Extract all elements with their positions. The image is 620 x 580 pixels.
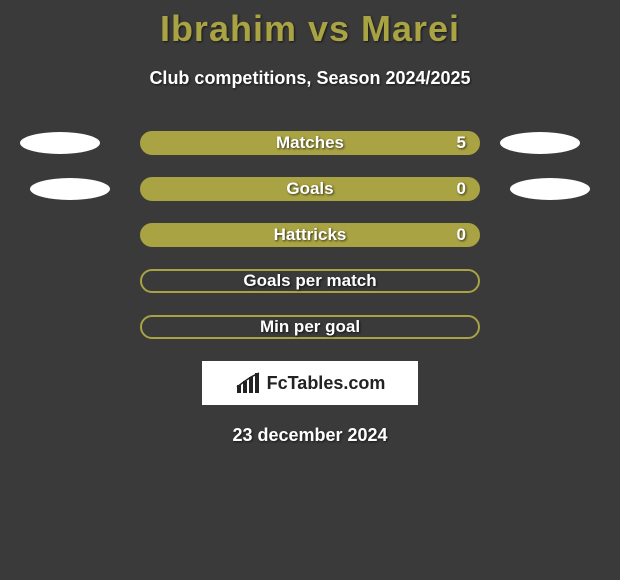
stat-row: Min per goal bbox=[0, 315, 620, 339]
date-label: 23 december 2024 bbox=[0, 425, 620, 446]
ellipse-left bbox=[30, 178, 110, 200]
stat-label: Goals per match bbox=[243, 271, 376, 291]
stat-label: Matches bbox=[276, 133, 344, 153]
stat-label: Goals bbox=[286, 179, 333, 199]
stat-value: 0 bbox=[457, 179, 466, 199]
stat-value: 0 bbox=[457, 225, 466, 245]
stat-row: Hattricks 0 bbox=[0, 223, 620, 247]
logo-text: FcTables.com bbox=[267, 373, 386, 394]
page-title: Ibrahim vs Marei bbox=[0, 8, 620, 50]
stat-row: Goals 0 bbox=[0, 177, 620, 201]
stat-bar: Hattricks 0 bbox=[140, 223, 480, 247]
logo-box[interactable]: FcTables.com bbox=[202, 361, 418, 405]
comparison-widget: Ibrahim vs Marei Club competitions, Seas… bbox=[0, 0, 620, 446]
stat-row: Matches 5 bbox=[0, 131, 620, 155]
stat-bar: Goals per match bbox=[140, 269, 480, 293]
ellipse-right bbox=[510, 178, 590, 200]
stat-rows: Matches 5 Goals 0 Hattricks 0 Goals per match M… bbox=[0, 131, 620, 339]
ellipse-left bbox=[20, 132, 100, 154]
stat-bar: Min per goal bbox=[140, 315, 480, 339]
stat-bar: Goals 0 bbox=[140, 177, 480, 201]
chart-icon bbox=[235, 371, 263, 395]
ellipse-right bbox=[500, 132, 580, 154]
page-subtitle: Club competitions, Season 2024/2025 bbox=[0, 68, 620, 89]
stat-value: 5 bbox=[457, 133, 466, 153]
stat-label: Min per goal bbox=[260, 317, 360, 337]
stat-bar: Matches 5 bbox=[140, 131, 480, 155]
stat-label: Hattricks bbox=[274, 225, 347, 245]
stat-row: Goals per match bbox=[0, 269, 620, 293]
